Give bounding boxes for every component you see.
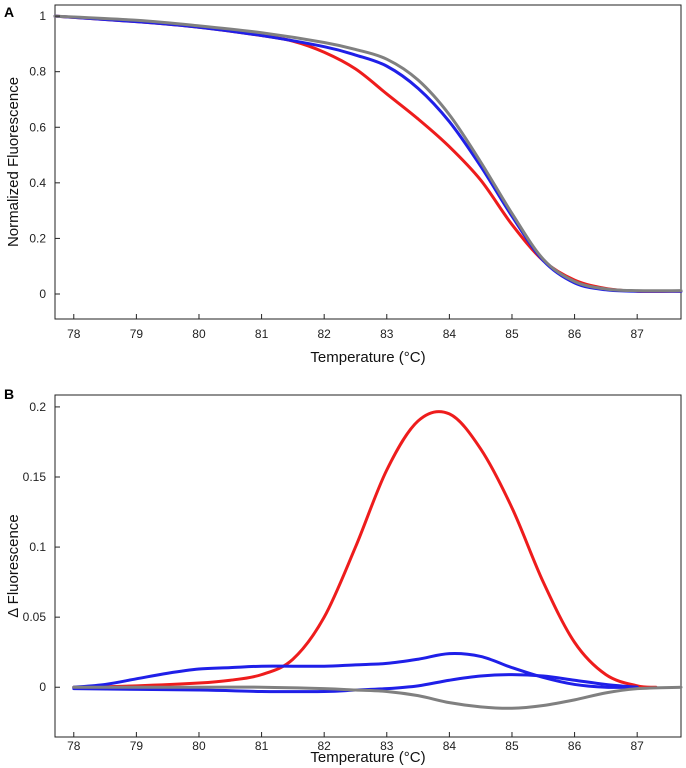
panel-a-y-tick-label: 1: [39, 9, 46, 23]
panel-a-y-axis-label: Normalized Fluorescence: [5, 77, 22, 247]
panel-b-series-blue-2: [72, 673, 639, 694]
panel-a-y-ticks: 0 0.2 0.4 0.6 0.8 1: [29, 9, 60, 301]
panel-b-plot-frame: [54, 394, 682, 738]
panel-b-x-tick-label: 84: [443, 739, 457, 753]
panel-b-label: B: [4, 386, 14, 402]
panel-a-x-tick-label: 83: [380, 327, 394, 341]
panel-b-x-axis-label: Temperature (°C): [310, 749, 425, 766]
panel-b-y-tick-label: 0.05: [23, 610, 47, 624]
panel-a-y-tick-label: 0.8: [29, 65, 46, 79]
panel-b-x-tick-label: 79: [130, 739, 144, 753]
panel-a-x-tick-label: 79: [130, 327, 144, 341]
panel-a-y-tick-label: 0: [39, 287, 46, 301]
panel-b-y-tick-label: 0: [39, 680, 46, 694]
panel-b-x-tick-label: 82: [318, 739, 332, 753]
panel-a-x-tick-label: 78: [67, 327, 81, 341]
panel-a-x-ticks: 78 79 80 81 82 83 84 85 86 87: [67, 314, 644, 341]
panel-a-x-tick-label: 81: [255, 327, 269, 341]
panel-a-y-tick-label: 0.4: [29, 176, 46, 190]
panel-b-y-tick-label: 0.1: [29, 540, 46, 554]
panel-a-plot-frame: [54, 4, 682, 320]
panel-b: B 78 79 80 81 82 83 84 85 86 87 0 0.05 0.1 0.15 0.2 T…: [4, 386, 683, 766]
panel-a-y-tick-label: 0.2: [29, 231, 46, 245]
panel-a-x-tick-label: 80: [192, 327, 206, 341]
panel-b-x-tick-label: 80: [192, 739, 206, 753]
panel-a-x-axis-label: Temperature (°C): [310, 349, 425, 366]
panel-a-series-blue: [53, 14, 683, 293]
panel-a-label: A: [4, 4, 14, 20]
panel-a-y-tick-label: 0.6: [29, 120, 46, 134]
panel-a-x-tick-label: 86: [568, 327, 582, 341]
panel-a: A 78 79 80 81 82 83 84 85 86 87 0 0.2 0.4 0.6 0.8 1 Te…: [4, 4, 683, 366]
panel-b-lines: [72, 410, 683, 710]
panel-b-series-blue-1: [72, 651, 639, 689]
panel-b-y-axis-label: Δ Fluorescence: [5, 514, 22, 617]
panel-a-x-tick-label: 82: [318, 327, 332, 341]
panel-b-y-ticks: 0 0.05 0.1 0.15 0.2: [23, 400, 60, 694]
panel-b-x-tick-label: 87: [631, 739, 645, 753]
panel-a-series-grey: [53, 14, 683, 293]
panel-a-x-tick-label: 85: [505, 327, 519, 341]
panel-b-x-tick-label: 83: [380, 739, 394, 753]
panel-b-y-tick-label: 0.2: [29, 400, 46, 414]
panel-a-lines: [53, 14, 683, 293]
panel-b-x-tick-label: 86: [568, 739, 582, 753]
panel-b-y-tick-label: 0.15: [23, 470, 47, 484]
panel-a-x-tick-label: 84: [443, 327, 457, 341]
panel-b-series-grey: [72, 685, 683, 710]
panel-b-x-tick-label: 81: [255, 739, 269, 753]
panel-b-x-ticks: 78 79 80 81 82 83 84 85 86 87: [67, 732, 644, 753]
panel-b-x-tick-label: 78: [67, 739, 81, 753]
panel-a-x-tick-label: 87: [631, 327, 645, 341]
panel-b-series-red: [72, 410, 658, 689]
panel-b-x-tick-label: 85: [505, 739, 519, 753]
